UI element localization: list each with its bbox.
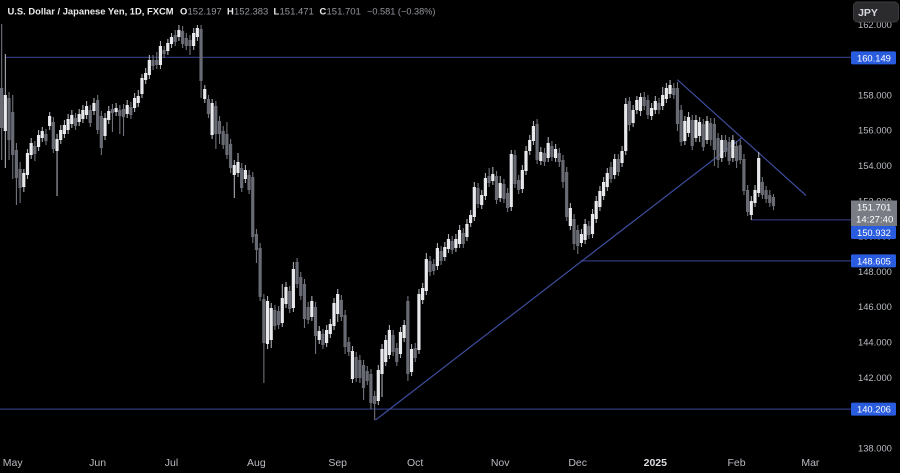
svg-text:May: May bbox=[3, 457, 24, 469]
svg-text:Feb: Feb bbox=[727, 457, 745, 469]
svg-text:Sep: Sep bbox=[328, 457, 347, 469]
svg-text:L: L bbox=[274, 6, 280, 17]
svg-text:151.701: 151.701 bbox=[327, 7, 361, 18]
svg-text:140.206: 140.206 bbox=[857, 404, 891, 415]
svg-text:14:27:40: 14:27:40 bbox=[856, 215, 893, 226]
svg-text:151.471: 151.471 bbox=[280, 7, 314, 18]
svg-text:138.000: 138.000 bbox=[858, 442, 892, 453]
svg-text:2025: 2025 bbox=[644, 457, 668, 469]
svg-text:−0.581 (−0.38%): −0.581 (−0.38%) bbox=[367, 7, 435, 17]
svg-text:151.701: 151.701 bbox=[857, 203, 891, 214]
svg-text:146.000: 146.000 bbox=[858, 301, 892, 312]
svg-text:Nov: Nov bbox=[491, 457, 510, 469]
svg-text:148.605: 148.605 bbox=[857, 255, 891, 266]
svg-text:Oct: Oct bbox=[407, 457, 423, 469]
svg-text:152.197: 152.197 bbox=[188, 7, 222, 18]
svg-text:JPY: JPY bbox=[858, 7, 878, 19]
svg-text:152.383: 152.383 bbox=[234, 7, 268, 18]
svg-text:154.000: 154.000 bbox=[858, 160, 892, 171]
svg-text:U.S. Dollar / Japanese Yen, 1D: U.S. Dollar / Japanese Yen, 1D, FXCM bbox=[8, 6, 174, 17]
svg-text:Aug: Aug bbox=[247, 457, 266, 469]
svg-text:Mar: Mar bbox=[801, 457, 820, 469]
svg-text:148.000: 148.000 bbox=[858, 266, 892, 277]
svg-text:158.000: 158.000 bbox=[858, 89, 892, 100]
svg-text:Jun: Jun bbox=[89, 457, 106, 469]
svg-text:162.000: 162.000 bbox=[858, 19, 892, 30]
svg-text:150.932: 150.932 bbox=[857, 227, 891, 238]
svg-text:142.000: 142.000 bbox=[858, 372, 892, 383]
svg-text:O: O bbox=[180, 6, 187, 17]
svg-text:H: H bbox=[227, 6, 234, 17]
svg-text:160.149: 160.149 bbox=[857, 52, 891, 63]
svg-text:Dec: Dec bbox=[568, 457, 587, 469]
svg-text:144.000: 144.000 bbox=[858, 337, 892, 348]
svg-text:156.000: 156.000 bbox=[858, 125, 892, 136]
svg-text:Jul: Jul bbox=[165, 457, 178, 469]
svg-text:C: C bbox=[320, 6, 327, 17]
